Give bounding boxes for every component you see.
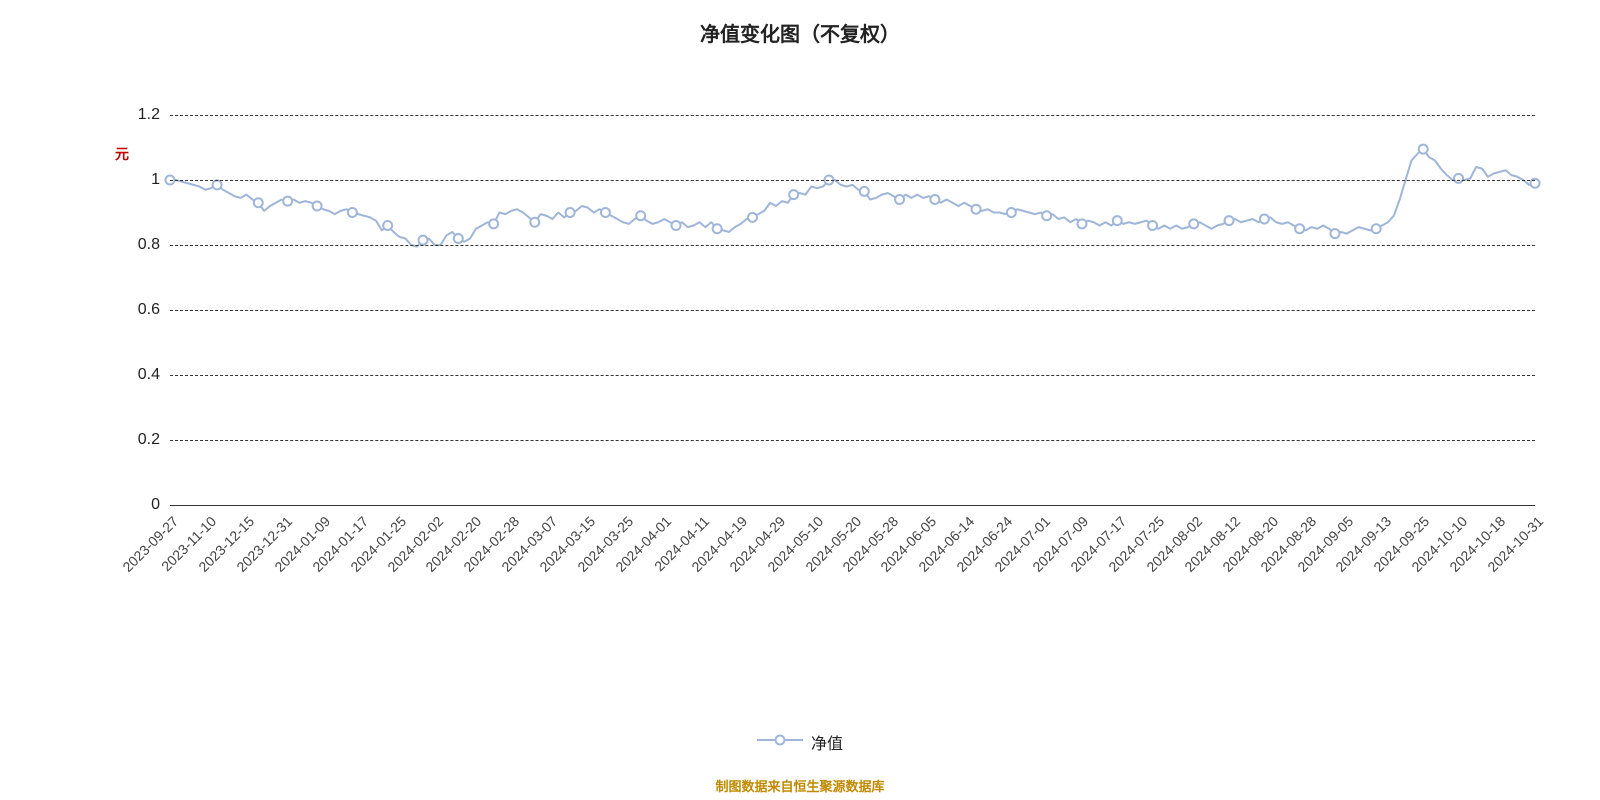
series-marker xyxy=(1148,221,1157,230)
gridline xyxy=(170,505,1535,506)
series-marker xyxy=(895,195,904,204)
series-marker xyxy=(1077,219,1086,228)
y-tick-label: 0.2 xyxy=(138,431,160,449)
series-marker xyxy=(1419,145,1428,154)
chart-title: 净值变化图（不复权） xyxy=(0,18,1600,47)
y-tick-label: 1 xyxy=(151,171,160,189)
series-marker xyxy=(601,208,610,217)
y-tick-label: 0 xyxy=(151,496,160,514)
series-marker xyxy=(1260,215,1269,224)
series-marker xyxy=(1225,216,1234,225)
series-marker xyxy=(1007,208,1016,217)
series-marker xyxy=(383,221,392,230)
series-marker xyxy=(636,211,645,220)
series-marker xyxy=(419,236,428,245)
legend-swatch xyxy=(757,732,803,753)
y-tick-label: 1.2 xyxy=(138,106,160,124)
series-marker xyxy=(348,208,357,217)
series-marker xyxy=(671,221,680,230)
series-marker xyxy=(454,234,463,243)
series-marker xyxy=(566,208,575,217)
series-marker xyxy=(972,205,981,214)
series-marker xyxy=(860,187,869,196)
series-marker xyxy=(748,213,757,222)
data-source-note: 制图数据来自恒生聚源数据库 xyxy=(0,776,1600,795)
y-tick-label: 0.4 xyxy=(138,366,160,384)
series-marker xyxy=(1372,224,1381,233)
series-marker xyxy=(489,219,498,228)
series-marker xyxy=(1330,229,1339,238)
gridline xyxy=(170,245,1535,246)
series-marker xyxy=(713,224,722,233)
gridline xyxy=(170,115,1535,116)
series-marker xyxy=(1113,216,1122,225)
series-marker xyxy=(530,218,539,227)
legend-label: 净值 xyxy=(811,730,843,754)
gridline xyxy=(170,310,1535,311)
series-marker xyxy=(283,197,292,206)
series-marker xyxy=(789,190,798,199)
nav-chart: 净值变化图（不复权） 元 00.20.40.60.811.22023-09-27… xyxy=(0,0,1600,800)
series-marker xyxy=(213,180,222,189)
gridline xyxy=(170,440,1535,441)
plot-area: 00.20.40.60.811.22023-09-272023-11-10202… xyxy=(170,115,1535,505)
series-marker xyxy=(1295,224,1304,233)
series-marker xyxy=(1042,211,1051,220)
y-tick-label: 0.6 xyxy=(138,301,160,319)
y-tick-label: 0.8 xyxy=(138,236,160,254)
series-marker xyxy=(254,198,263,207)
series-marker xyxy=(313,202,322,211)
legend: 净值 xyxy=(0,730,1600,754)
gridline xyxy=(170,375,1535,376)
series-marker xyxy=(1189,219,1198,228)
series-marker xyxy=(930,195,939,204)
y-axis-unit-label: 元 xyxy=(115,144,129,164)
series-marker xyxy=(1454,174,1463,183)
gridline xyxy=(170,180,1535,181)
